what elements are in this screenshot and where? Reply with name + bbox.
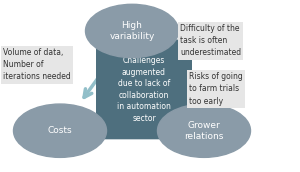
- Circle shape: [14, 104, 106, 157]
- Text: Costs: Costs: [48, 126, 72, 135]
- Text: Challenges
augmented
due to lack of
collaboration
in automation
sector: Challenges augmented due to lack of coll…: [117, 56, 171, 123]
- Circle shape: [85, 4, 178, 58]
- Circle shape: [158, 104, 250, 157]
- Text: Grower
relations: Grower relations: [184, 121, 224, 141]
- FancyBboxPatch shape: [96, 40, 192, 139]
- Text: High
variability: High variability: [109, 21, 155, 41]
- Text: Volume of data,
Number of
iterations needed: Volume of data, Number of iterations nee…: [3, 48, 71, 82]
- Text: Risks of going
to farm trials
too early: Risks of going to farm trials too early: [189, 72, 243, 106]
- Text: Difficulty of the
task is often
underestimated: Difficulty of the task is often underest…: [180, 24, 241, 57]
